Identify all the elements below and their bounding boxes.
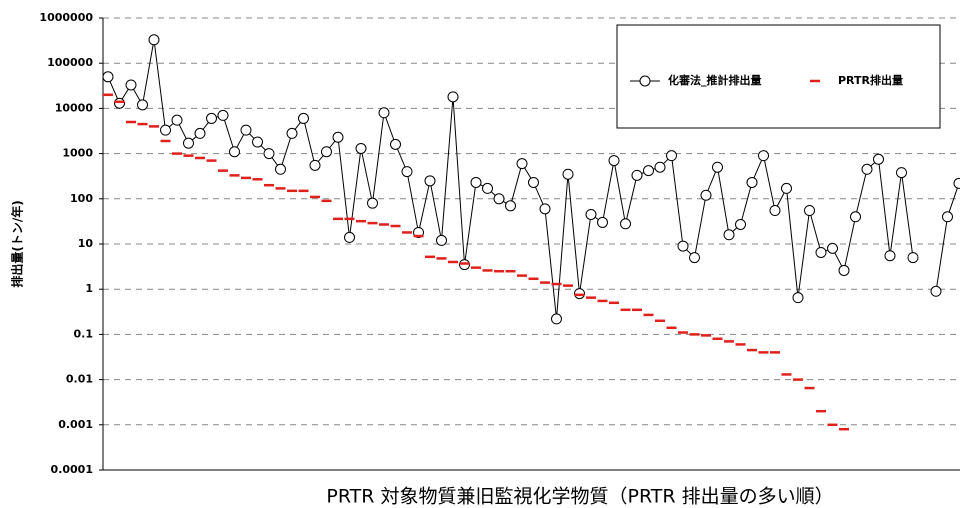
data-point xyxy=(355,142,367,154)
data-point xyxy=(930,285,942,297)
data-point xyxy=(206,112,217,124)
legend-label: PRTR排出量 xyxy=(838,73,903,87)
data-point xyxy=(321,146,332,158)
x-axis-label: PRTR 対象物質兼旧監視化学物質（PRTR 排出量の多い順） xyxy=(326,486,833,508)
data-point xyxy=(344,231,355,243)
data-point xyxy=(781,182,792,194)
data-point xyxy=(804,205,815,217)
data-point xyxy=(942,211,953,223)
data-point xyxy=(240,124,252,136)
data-point xyxy=(114,97,125,109)
data-point xyxy=(229,146,240,158)
y-tick-label: 1000000 xyxy=(39,11,93,24)
data-point xyxy=(896,167,907,179)
data-point xyxy=(815,246,827,258)
data-point xyxy=(401,166,413,178)
data-point xyxy=(792,292,804,304)
data-point xyxy=(447,91,459,103)
data-point xyxy=(102,71,114,83)
y-tick-label: 0.0001 xyxy=(51,463,93,476)
data-point xyxy=(712,161,723,173)
legend-label: 化審法_推計排出量 xyxy=(668,73,762,87)
data-point xyxy=(689,252,700,264)
y-tick-label: 1000 xyxy=(62,147,93,160)
data-point xyxy=(597,216,608,228)
data-point xyxy=(378,107,390,119)
data-point xyxy=(620,218,631,230)
data-point xyxy=(424,175,436,187)
data-point xyxy=(470,176,482,188)
data-point xyxy=(528,176,539,188)
data-point xyxy=(482,182,493,194)
data-point xyxy=(861,163,873,175)
data-point xyxy=(873,153,884,165)
y-tick-label: 1 xyxy=(85,282,93,295)
y-tick-label: 0.1 xyxy=(74,327,94,340)
data-point xyxy=(654,161,666,173)
data-point xyxy=(493,193,505,205)
data-point xyxy=(746,176,758,188)
data-point xyxy=(953,177,960,189)
data-point xyxy=(723,229,735,241)
data-point xyxy=(436,234,447,246)
data-point xyxy=(827,242,838,254)
data-point xyxy=(298,112,309,124)
data-point xyxy=(390,138,401,150)
data-point xyxy=(884,250,896,262)
y-axis-label: 排出量(トン/年) xyxy=(10,200,25,287)
data-point xyxy=(631,169,643,181)
data-point xyxy=(574,288,585,300)
data-point xyxy=(666,150,677,162)
data-point xyxy=(252,136,263,148)
legend-marker xyxy=(639,75,651,87)
data-point xyxy=(643,165,654,177)
data-point xyxy=(332,131,344,143)
data-point xyxy=(907,252,919,264)
data-point xyxy=(551,313,562,325)
data-point xyxy=(125,79,137,91)
data-point xyxy=(275,163,286,175)
data-point xyxy=(585,208,597,220)
legend-box xyxy=(616,24,941,129)
y-tick-label: 0.001 xyxy=(58,418,93,431)
data-point xyxy=(539,203,551,215)
data-point xyxy=(286,127,298,139)
series-line xyxy=(935,183,960,292)
data-point xyxy=(183,137,194,149)
data-point xyxy=(735,219,746,231)
data-point xyxy=(838,264,850,276)
data-point xyxy=(309,159,321,171)
data-point xyxy=(263,148,275,160)
y-tick-label: 10000 xyxy=(55,101,94,114)
data-point xyxy=(367,197,378,209)
data-point xyxy=(194,127,206,139)
y-tick-label: 0.01 xyxy=(66,373,93,386)
y-tick-label: 10 xyxy=(78,237,94,250)
y-tick-label: 100 xyxy=(70,192,93,205)
data-point xyxy=(137,99,148,111)
data-point xyxy=(148,34,160,46)
data-point xyxy=(562,168,574,180)
data-point xyxy=(850,211,861,223)
data-point xyxy=(700,189,712,201)
data-point xyxy=(217,109,229,121)
data-point xyxy=(171,114,183,126)
data-point xyxy=(516,158,528,170)
y-tick-label: 100000 xyxy=(47,56,93,69)
data-point xyxy=(677,240,689,252)
data-point xyxy=(160,124,171,136)
data-point xyxy=(505,200,516,212)
data-point xyxy=(769,205,781,217)
data-point xyxy=(608,155,620,167)
data-point xyxy=(758,150,769,162)
